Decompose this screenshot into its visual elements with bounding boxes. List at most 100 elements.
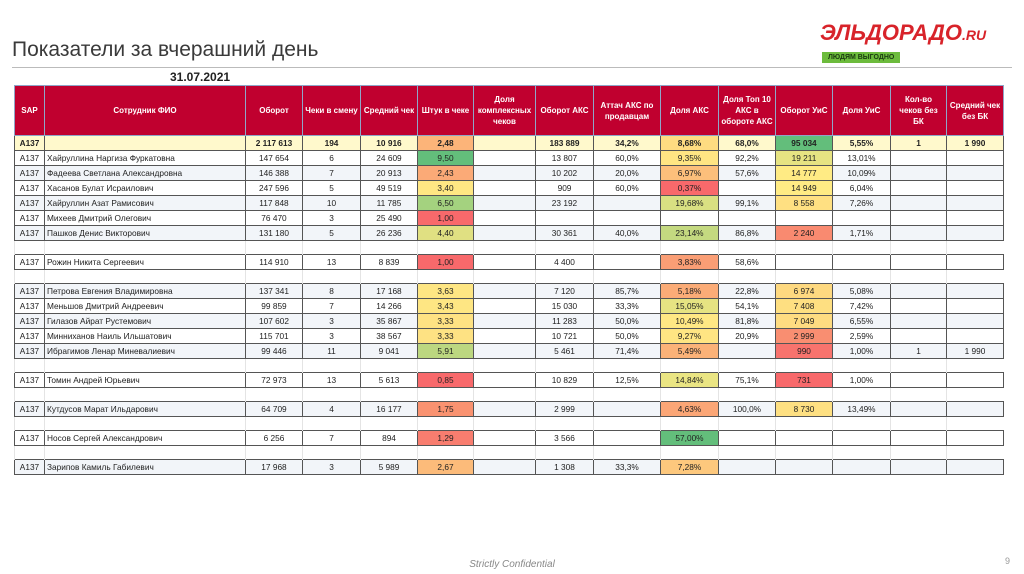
total-row: A137 2 117 613 194 10 916 2,48 183 889 34,2% 8,… — [14, 135, 1004, 151]
table-cell: 13,01% — [832, 150, 891, 166]
table-cell — [832, 430, 891, 446]
table-cell — [718, 343, 776, 359]
table-cell — [832, 254, 891, 270]
table-cell — [473, 165, 536, 181]
table-row: A137 Носов Сергей Александрович 6 256 7 894 1… — [14, 430, 1004, 446]
table-cell — [946, 195, 1004, 211]
table-cell — [775, 210, 833, 226]
table-cell — [890, 430, 947, 446]
spacer-cell — [660, 445, 719, 460]
spacer-cell — [44, 240, 246, 255]
employee-name-cell: Пашков Денис Викторович — [44, 225, 246, 241]
table-cell — [890, 328, 947, 344]
table-cell: 50,0% — [593, 328, 661, 344]
table-cell: 2,48 — [417, 135, 474, 151]
spacer-cell — [302, 416, 361, 431]
table-cell: 3 — [302, 210, 361, 226]
table-cell — [890, 372, 947, 388]
table-cell — [473, 459, 536, 475]
table-cell: 58,6% — [718, 254, 776, 270]
title-divider — [12, 67, 1012, 68]
table-cell: 7,28% — [660, 459, 719, 475]
table-cell — [890, 254, 947, 270]
page-title: Показатели за вчерашний день — [12, 38, 319, 61]
metrics-table: SAP Сотрудник ФИО Оборот Чеки в смену Средни… — [14, 85, 1004, 475]
table-cell: 1,75 — [417, 401, 474, 417]
spacer-cell — [44, 358, 246, 373]
table-cell: 2,59% — [832, 328, 891, 344]
table-cell: 20,9% — [718, 328, 776, 344]
table-cell: 4 400 — [535, 254, 594, 270]
table-cell: 14 777 — [775, 165, 833, 181]
spacer-cell — [417, 416, 474, 431]
table-cell: 1,29 — [417, 430, 474, 446]
table-cell: 95 034 — [775, 135, 833, 151]
spacer-cell — [245, 445, 303, 460]
spacer-cell — [660, 240, 719, 255]
table-cell: 0,85 — [417, 372, 474, 388]
column-header: Доля Топ 10 АКС в обороте АКС — [718, 85, 776, 136]
spacer-cell — [890, 358, 947, 373]
employee-name-cell: Меньшов Дмитрий Андреевич — [44, 298, 246, 314]
table-cell: 8 — [302, 283, 361, 299]
spacer-cell — [718, 358, 776, 373]
table-cell — [593, 401, 661, 417]
table-cell: 5,18% — [660, 283, 719, 299]
table-cell: 5 461 — [535, 343, 594, 359]
table-cell — [890, 459, 947, 475]
spacer-cell — [535, 358, 594, 373]
spacer-cell — [660, 269, 719, 284]
spacer-cell — [245, 269, 303, 284]
spacer-cell — [775, 445, 833, 460]
table-cell — [473, 430, 536, 446]
table-cell: 3,43 — [417, 298, 474, 314]
spacer-cell — [535, 416, 594, 431]
table-cell: 16 177 — [360, 401, 418, 417]
table-cell: 1,00% — [832, 372, 891, 388]
table-cell: 24 609 — [360, 150, 418, 166]
spacer-cell — [718, 416, 776, 431]
table-cell: A137 — [14, 343, 45, 359]
table-cell — [890, 283, 947, 299]
spacer-cell — [890, 416, 947, 431]
table-cell — [718, 210, 776, 226]
table-cell — [718, 180, 776, 196]
spacer-cell — [417, 445, 474, 460]
table-cell — [946, 298, 1004, 314]
spacer-row — [14, 416, 1004, 431]
spacer-row — [14, 358, 1004, 373]
table-cell: 40,0% — [593, 225, 661, 241]
spacer-cell — [417, 358, 474, 373]
table-cell: 1 — [890, 135, 947, 151]
spacer-cell — [473, 445, 536, 460]
table-cell: A137 — [14, 430, 45, 446]
table-cell: 147 654 — [245, 150, 303, 166]
table-cell — [775, 459, 833, 475]
employee-name-cell: Михеев Дмитрий Олегович — [44, 210, 246, 226]
table-cell — [473, 313, 536, 329]
table-cell — [890, 210, 947, 226]
table-row: A137 Михеев Дмитрий Олегович 76 470 3 25 490… — [14, 210, 1004, 226]
table-cell: A137 — [14, 210, 45, 226]
table-cell: 2 999 — [535, 401, 594, 417]
spacer-cell — [14, 387, 45, 402]
spacer-cell — [946, 269, 1004, 284]
spacer-cell — [718, 240, 776, 255]
spacer-cell — [775, 269, 833, 284]
table-cell: 10 721 — [535, 328, 594, 344]
table-cell: A137 — [14, 401, 45, 417]
table-cell: 60,0% — [593, 150, 661, 166]
table-cell — [775, 254, 833, 270]
table-cell — [890, 225, 947, 241]
table-cell: 10,49% — [660, 313, 719, 329]
table-cell: 3 — [302, 313, 361, 329]
table-cell: A137 — [14, 372, 45, 388]
table-row: A137 Минниханов Наиль Ильшатович 115 701 3 3… — [14, 328, 1004, 344]
spacer-cell — [946, 416, 1004, 431]
spacer-cell — [775, 416, 833, 431]
table-cell: 15 030 — [535, 298, 594, 314]
table-cell: 990 — [775, 343, 833, 359]
table-cell — [946, 430, 1004, 446]
table-cell: 7 — [302, 298, 361, 314]
table-cell: 4,40 — [417, 225, 474, 241]
